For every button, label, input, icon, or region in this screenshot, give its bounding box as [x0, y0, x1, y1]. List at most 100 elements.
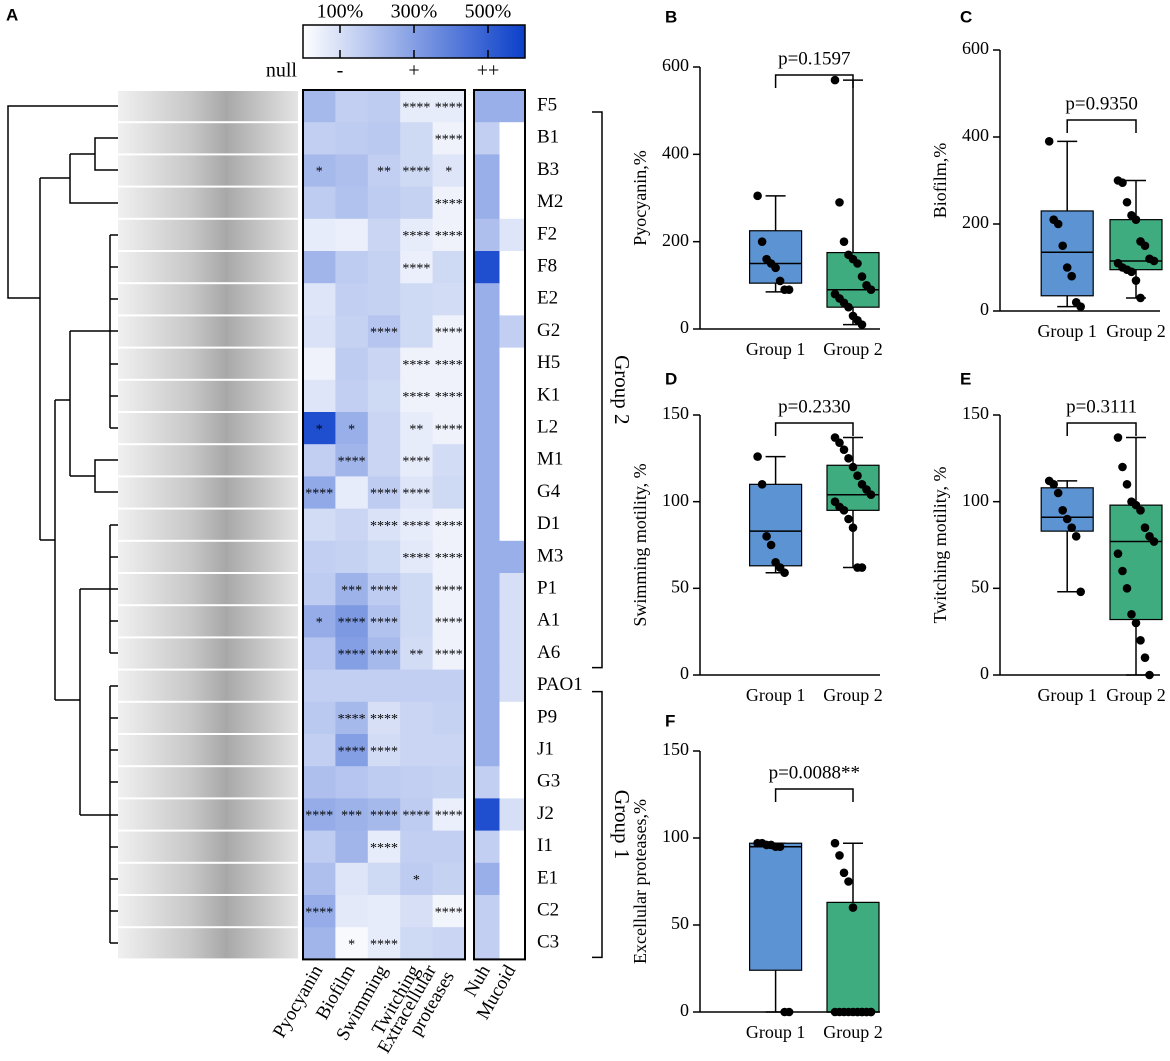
data-point	[844, 454, 853, 463]
data-point	[839, 506, 849, 515]
row-label: F8	[537, 255, 557, 276]
group-label: Group 2	[610, 355, 634, 424]
row-label: M1	[537, 449, 563, 470]
heatmap-cell	[432, 605, 466, 638]
y-axis-label: Biofilm,%	[930, 143, 950, 219]
x-tick-label: Group 1	[746, 1022, 806, 1042]
y-tick-label: 50	[971, 576, 989, 596]
heatmap-cell	[499, 637, 526, 671]
heatmap-cell	[303, 701, 336, 735]
heatmap-cell	[474, 862, 500, 896]
row-label: C2	[537, 899, 559, 920]
heatmap-cell	[303, 283, 336, 316]
significance: ****	[305, 809, 333, 824]
data-point	[1067, 523, 1076, 532]
heatmap-cell	[303, 315, 336, 349]
x-tick-label: Group 1	[1037, 685, 1097, 705]
heatmap-cell	[474, 669, 500, 703]
heatmap-cell	[367, 251, 401, 284]
data-point	[857, 320, 867, 329]
heatmap-cell	[474, 701, 500, 735]
data-point	[1058, 241, 1067, 251]
heatmap-cell	[367, 379, 401, 413]
data-point	[835, 198, 844, 207]
significance: ****	[370, 616, 398, 631]
y-axis-label: Swimming motility, %	[630, 463, 650, 626]
heatmap-cell	[432, 251, 466, 284]
heatmap-cell	[335, 540, 369, 574]
heatmap-cell	[303, 90, 336, 123]
heatmap-cell	[474, 927, 500, 960]
heatmap-cell	[335, 605, 369, 638]
row-label: E2	[537, 288, 558, 309]
heatmap-cell	[474, 637, 500, 671]
data-point	[848, 523, 858, 532]
heatmap-cell	[400, 122, 434, 155]
row-label: M3	[537, 545, 563, 566]
heatmap-cell	[400, 605, 434, 638]
heatmap-cell	[400, 154, 434, 188]
data-point	[866, 490, 876, 500]
data-point	[1136, 506, 1145, 515]
data-point	[844, 877, 853, 886]
heatmap-cell	[400, 862, 434, 896]
heatmap-cell	[474, 476, 500, 510]
heatmap-cell	[474, 251, 500, 284]
heatmap-cell	[499, 444, 526, 477]
data-point	[1118, 178, 1127, 187]
data-point	[1076, 587, 1085, 597]
significance: ****	[435, 229, 463, 244]
gel-lane	[118, 541, 298, 572]
heatmap-cell	[335, 315, 369, 349]
data-point	[848, 903, 858, 912]
heatmap-cell	[303, 379, 336, 413]
heatmap-cell	[335, 766, 369, 799]
gel-lane	[118, 638, 298, 669]
gel-lane	[118, 91, 298, 122]
y-axis-label: Pyocyanin,%	[630, 150, 650, 245]
row-label: PAO1	[537, 674, 583, 695]
p-value: p=0.2330	[778, 396, 850, 417]
significance: *	[316, 165, 323, 180]
heatmap-cell	[303, 444, 336, 477]
heatmap-cell	[303, 734, 336, 767]
heatmap-cell	[335, 701, 369, 735]
heatmap-cell	[367, 701, 401, 735]
heatmap-cell	[499, 379, 526, 413]
heatmap-cell	[474, 895, 500, 928]
gel-lane	[118, 831, 298, 862]
row-label: L2	[537, 416, 558, 437]
x-tick-label: Group 2	[823, 685, 883, 705]
significance: ****	[370, 938, 398, 953]
data-point	[1113, 433, 1123, 442]
gel-lane	[118, 123, 298, 154]
heatmap-cell	[400, 637, 434, 671]
gel-lane	[118, 219, 298, 250]
heatmap-cell	[499, 218, 526, 252]
gel-lane	[118, 735, 298, 766]
heatmap-cell	[367, 283, 401, 316]
heatmap-cell	[303, 540, 336, 574]
significance: ****	[370, 519, 398, 534]
gel-lane	[118, 155, 298, 186]
heatmap-cell	[432, 218, 466, 252]
heatmap-cell	[335, 927, 369, 960]
heatmap-cell	[303, 476, 336, 510]
heatmap-cell	[335, 154, 369, 188]
heatmap-cell	[335, 895, 369, 928]
heatmap-cell	[432, 637, 466, 671]
heatmap-cell	[367, 90, 401, 123]
p-value: p=0.9350	[1065, 93, 1137, 114]
data-point	[775, 276, 785, 286]
significance: *	[348, 938, 355, 953]
heatmap-cell	[367, 508, 401, 542]
gel-lane	[118, 252, 298, 283]
significance: ****	[305, 905, 333, 920]
heatmap-cell	[432, 122, 466, 155]
heatmap-cell	[400, 379, 434, 413]
heatmap-cell	[367, 186, 401, 220]
heatmap-cell	[367, 669, 401, 703]
row-label: H5	[537, 352, 560, 373]
significance: ****	[435, 616, 463, 631]
data-point	[830, 75, 840, 85]
